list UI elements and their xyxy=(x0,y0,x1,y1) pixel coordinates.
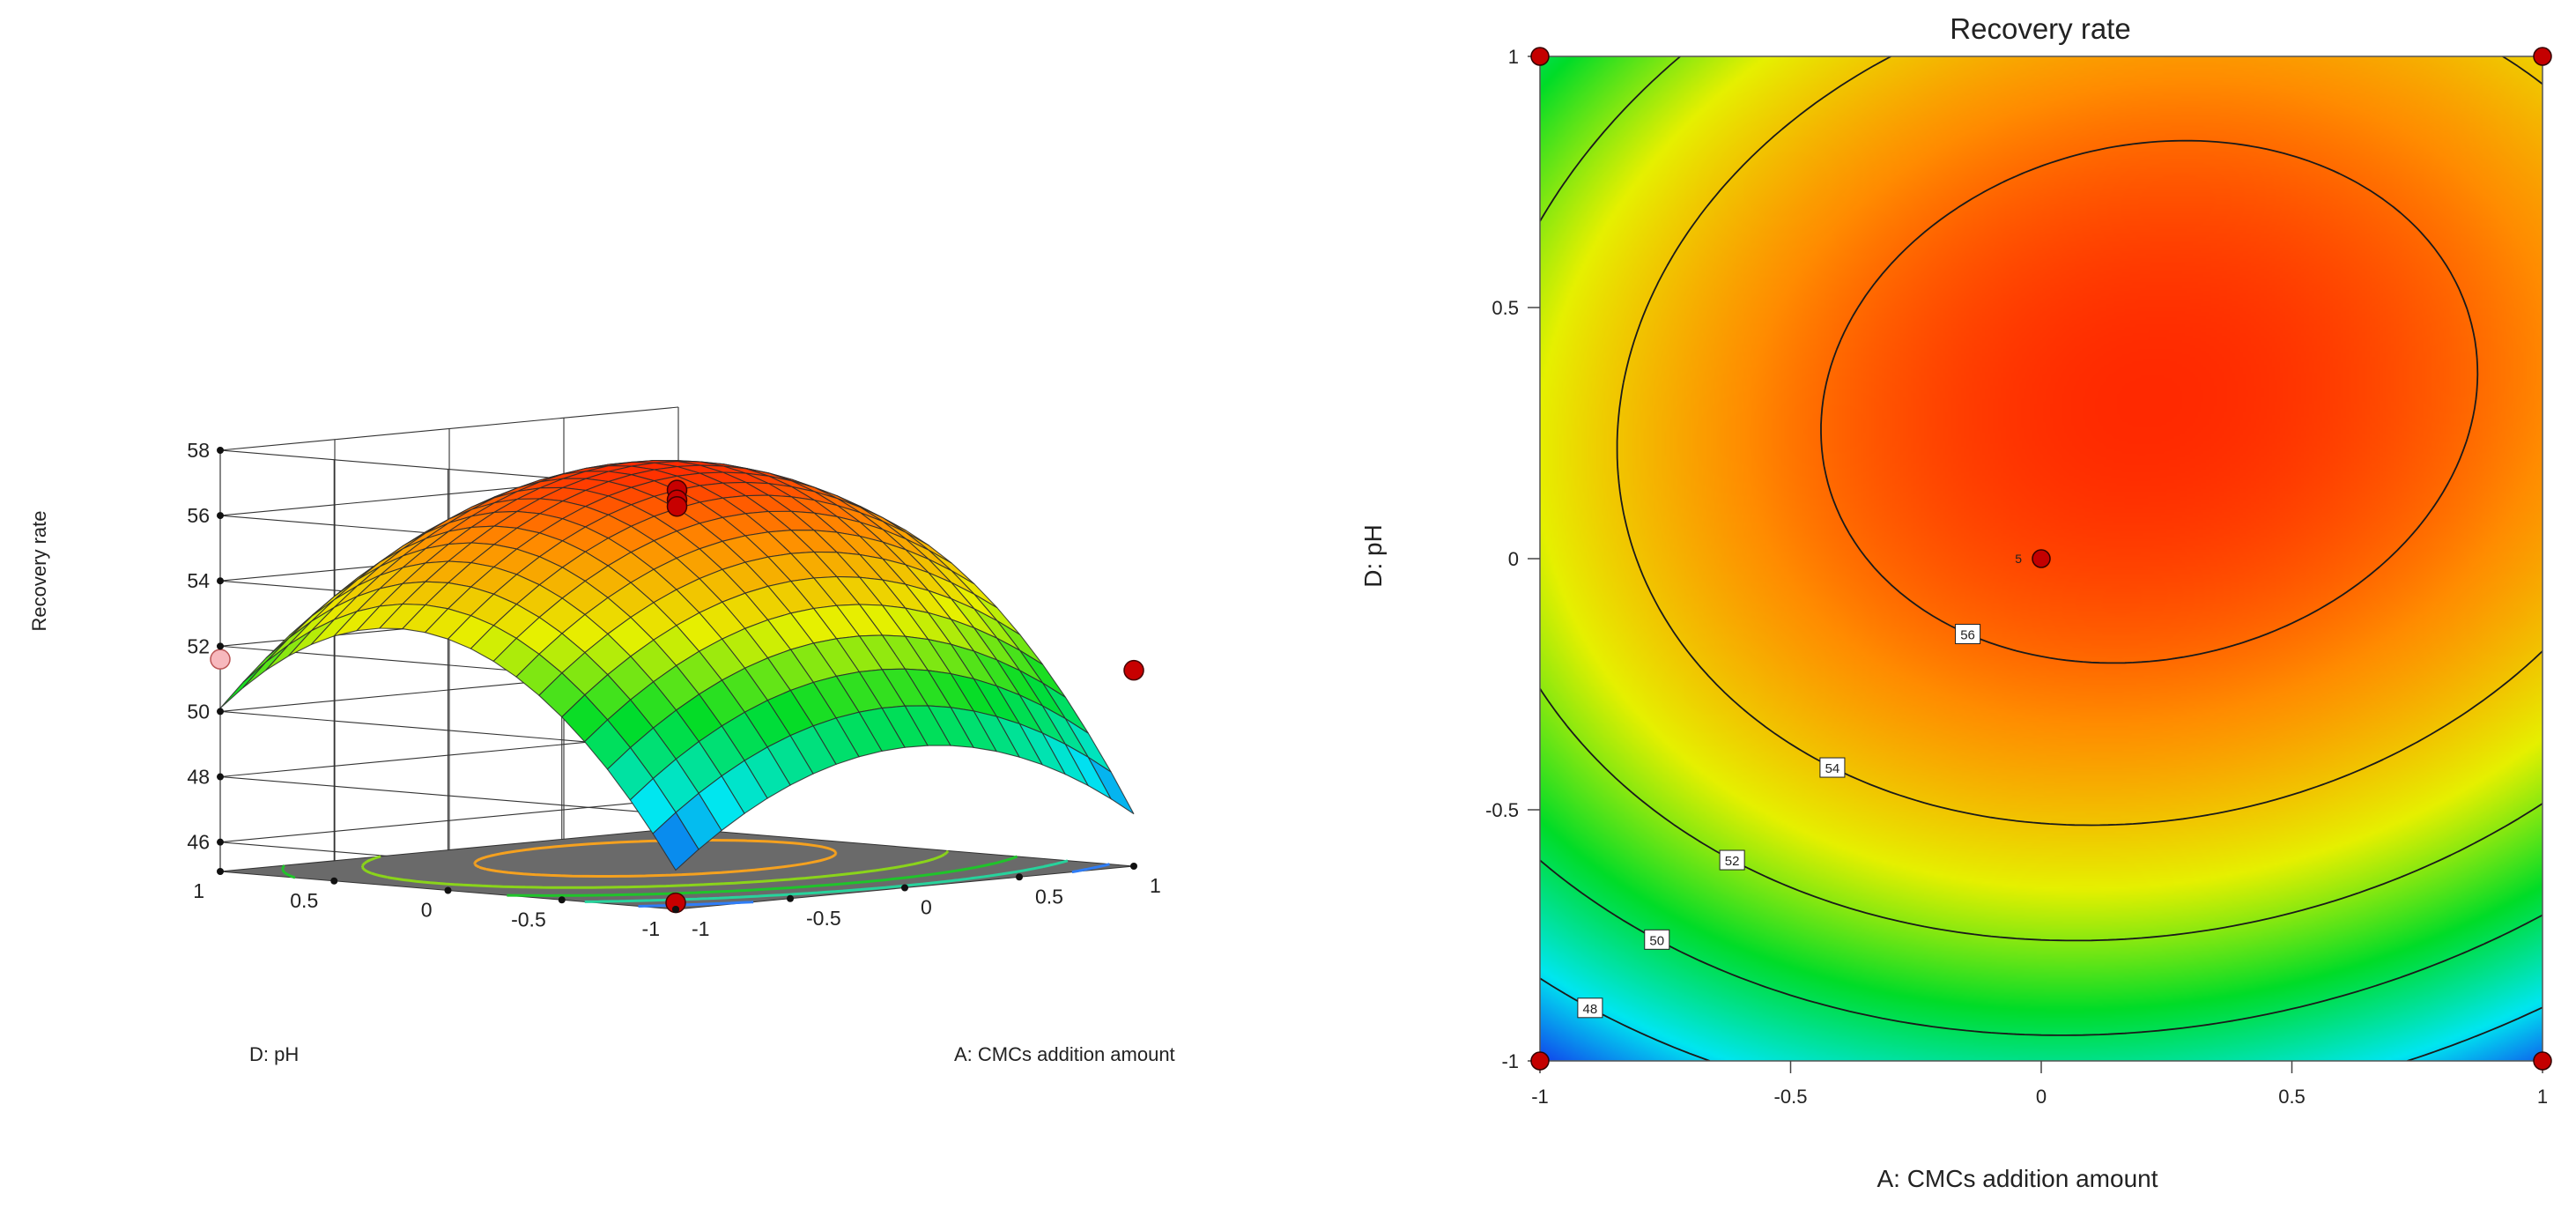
y-tick-label: -0.5 xyxy=(511,908,546,931)
contour-label: 52 xyxy=(1725,854,1740,869)
contour-line xyxy=(1820,139,2479,664)
surface-plot: 46 48 50 52 54 56 58 -1 -0.5 0 0.5 1 -1 -0.5 0 0.5 1 Rec… xyxy=(28,406,1175,1065)
z-tick-label: 48 xyxy=(187,766,210,789)
z-tick-label: 50 xyxy=(187,700,210,723)
x-tick-mark xyxy=(787,894,794,902)
z-tick-mark xyxy=(217,708,224,716)
z-tick-mark xyxy=(217,642,224,650)
contour-x-tick-label: 0 xyxy=(2036,1086,2047,1108)
y-tick-mark xyxy=(330,877,338,885)
contour-center-point-count: 5 xyxy=(2015,552,2022,566)
contour-y-tick-label: 1 xyxy=(1508,46,1519,68)
contour-y-tick-label: -1 xyxy=(1501,1050,1519,1072)
contour-y-tick-label: -0.5 xyxy=(1485,799,1519,821)
contour-lines: 48 50 52 54 56 xyxy=(1540,56,2543,1061)
contour-label-box xyxy=(1955,624,1981,644)
contour-y-tick-label: 0.5 xyxy=(1492,297,1519,319)
contour-label-box xyxy=(1577,997,1603,1019)
contour-label: 48 xyxy=(1583,1002,1598,1017)
floor-contour-line xyxy=(473,839,838,878)
z-tick-label: 46 xyxy=(187,831,210,854)
x-tick-label: 0.5 xyxy=(1035,885,1063,908)
x-tick-label: -0.5 xyxy=(806,907,841,930)
contour-label: 56 xyxy=(1960,628,1975,643)
floor-contour-line xyxy=(361,827,950,889)
y-tick-mark xyxy=(217,868,224,875)
surface-design-point xyxy=(1123,659,1144,681)
surface-patch xyxy=(219,661,267,709)
z-tick-mark xyxy=(217,773,224,781)
contour-x-tick-label: -1 xyxy=(1531,1086,1549,1108)
z-tick-label: 52 xyxy=(187,634,210,657)
contour-label-box xyxy=(1719,849,1745,871)
contour-line xyxy=(1540,859,2543,1036)
surface-design-point xyxy=(666,495,688,517)
surface-axes: 46 48 50 52 54 56 58 -1 -0.5 0 0.5 1 -1 -0.5 0 0.5 1 xyxy=(187,439,1160,940)
x-tick-mark xyxy=(1016,873,1023,881)
contour-design-point xyxy=(1530,47,1550,66)
surface-design-point xyxy=(210,649,231,670)
surface-patch xyxy=(652,812,700,871)
contour-design-point xyxy=(2533,1051,2552,1071)
z-tick-mark xyxy=(217,577,224,585)
contour-label: 54 xyxy=(1825,761,1840,776)
contour-plot: 48 50 52 54 56 -1 -0.5 0 0.5 1 -1 -0.5 0 0.5 1 5 Reco… xyxy=(1359,12,2552,1192)
surface-y-axis-label: D: pH xyxy=(249,1043,299,1065)
y-tick-label: 0.5 xyxy=(290,889,318,912)
contour-label-box xyxy=(1644,929,1670,950)
surface-patch xyxy=(242,644,290,688)
contour-y-axis-label: D: pH xyxy=(1359,524,1387,588)
contour-x-axis-label: A: CMCs addition amount xyxy=(1876,1165,2158,1192)
z-tick-mark xyxy=(217,838,224,846)
surface-mesh xyxy=(219,459,1135,871)
contour-x-tick-label: 1 xyxy=(2537,1086,2548,1108)
x-tick-mark xyxy=(901,884,908,892)
y-tick-label: 0 xyxy=(421,899,433,922)
z-tick-mark xyxy=(217,447,224,454)
x-tick-label: -1 xyxy=(692,917,709,940)
contour-x-tick-label: 0.5 xyxy=(2278,1086,2306,1108)
z-tick-label: 56 xyxy=(187,504,210,527)
z-tick-label: 54 xyxy=(187,569,210,592)
z-tick-mark xyxy=(217,512,224,520)
y-tick-label: -1 xyxy=(642,917,660,940)
y-tick-mark xyxy=(558,896,566,904)
y-tick-label: 1 xyxy=(193,879,204,902)
x-tick-label: 0 xyxy=(921,896,932,919)
x-tick-label: 1 xyxy=(1150,874,1161,897)
contour-label-box xyxy=(1819,757,1846,778)
contour-points: 5 xyxy=(1530,47,2552,1071)
floor-contour-line xyxy=(584,859,1069,903)
contour-axes: -1 -0.5 0 0.5 1 -1 -0.5 0 0.5 1 xyxy=(1485,46,2548,1108)
contour-design-point xyxy=(1530,1051,1550,1071)
x-tick-mark xyxy=(1130,863,1137,870)
contour-line xyxy=(1616,56,2543,827)
surface-points xyxy=(210,479,1144,914)
floor-contour-line xyxy=(281,855,1018,897)
surface-z-axis-label: Recovery rate xyxy=(28,511,50,632)
contour-line xyxy=(1540,56,2543,942)
contour-design-point xyxy=(2533,47,2552,66)
contour-label: 50 xyxy=(1649,933,1664,948)
contour-title: Recovery rate xyxy=(1950,12,2130,45)
contour-x-tick-label: -0.5 xyxy=(1774,1086,1808,1108)
contour-y-tick-label: 0 xyxy=(1508,548,1519,570)
y-tick-mark xyxy=(672,906,679,913)
contour-center-point xyxy=(2032,549,2051,568)
z-tick-label: 58 xyxy=(187,439,210,462)
surface-x-axis-label: A: CMCs addition amount xyxy=(954,1043,1175,1065)
y-tick-mark xyxy=(444,886,452,894)
